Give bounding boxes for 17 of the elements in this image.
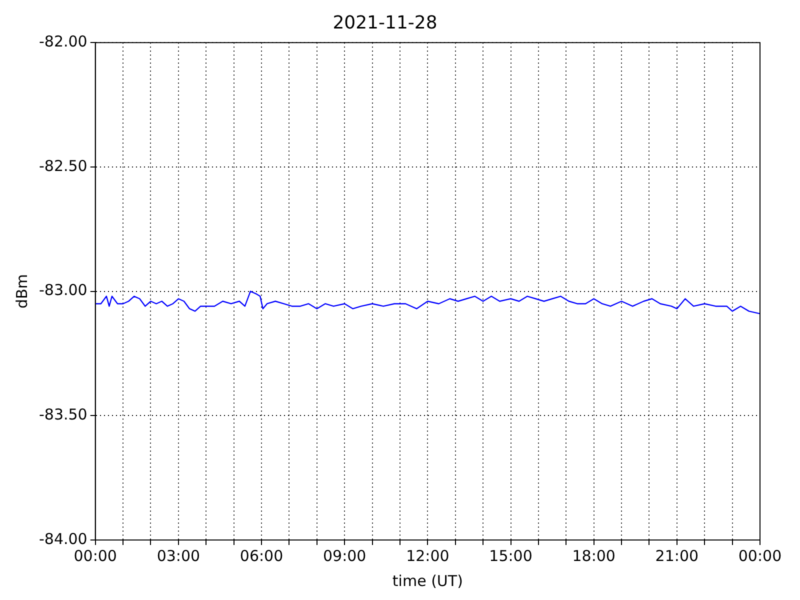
x-tick-label: 03:00 <box>156 546 200 565</box>
x-tick-label: 09:00 <box>322 546 366 565</box>
x-tick-label: 21:00 <box>655 546 699 565</box>
y-tick-label: -82.00 <box>38 32 88 50</box>
y-tick-label: -84.00 <box>38 530 88 548</box>
x-axis-title: time (UT) <box>392 572 463 590</box>
x-tick-label: 00:00 <box>738 546 782 565</box>
y-tick-label: -82.50 <box>38 156 88 175</box>
x-tick-label: 18:00 <box>572 546 616 565</box>
x-tick-label: 15:00 <box>489 546 532 565</box>
x-tick-label: 12:00 <box>406 546 450 565</box>
y-tick-label: -83.50 <box>38 406 88 424</box>
y-tick-label: -83.00 <box>38 281 88 300</box>
chart-title: 2021-11-28 <box>332 12 438 34</box>
y-axis-title: dBm <box>12 274 31 309</box>
x-tick-label: 00:00 <box>74 546 117 565</box>
x-tick-label: 06:00 <box>240 546 284 565</box>
